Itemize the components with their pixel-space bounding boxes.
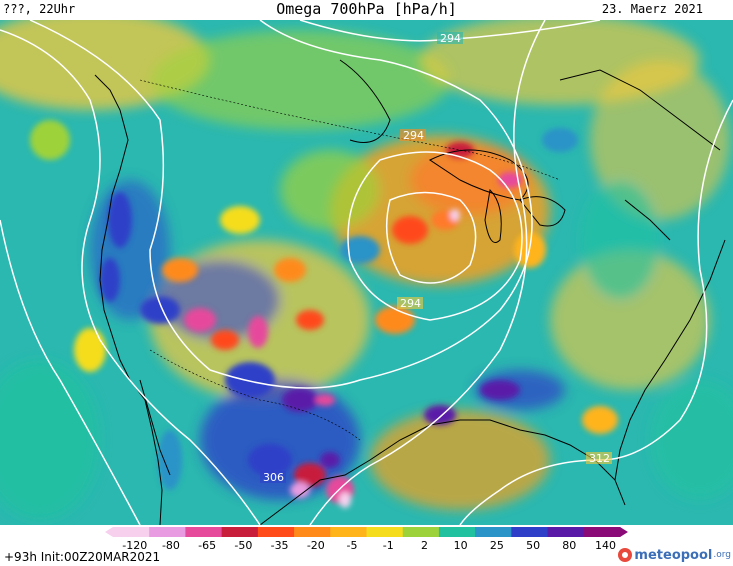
isoline-low-core <box>385 191 477 284</box>
colorbar-segment <box>583 527 621 537</box>
colorbar-tick-label: -50 <box>234 539 253 552</box>
forecast-time-label: ???, 22Uhr <box>3 2 76 16</box>
logo-text: meteopool <box>634 547 713 563</box>
iso-label-bg-4 <box>260 471 286 483</box>
lake-superior <box>429 149 529 201</box>
colorbar-tick-label: -65 <box>198 539 217 552</box>
colorbar-tick-label: -5 <box>346 539 358 552</box>
iso-label-2: 294 <box>403 129 424 142</box>
isolines <box>0 20 733 525</box>
colorbar-tick-label: 10 <box>453 539 468 552</box>
northeast-coast <box>559 69 721 151</box>
colorbar-segment <box>294 527 331 537</box>
isoline-294-outer <box>29 20 533 389</box>
iso-label-bg-1 <box>437 32 463 44</box>
iso-label-bg-3 <box>397 297 423 309</box>
lake-michigan <box>484 188 502 243</box>
field-broad <box>0 20 733 520</box>
hudson-area <box>339 59 391 143</box>
colorbar-segment <box>366 527 404 537</box>
omega-map: 294 294 294 306 312 <box>0 20 733 525</box>
east-coast <box>614 239 726 481</box>
colorbar-tick-label: 2 <box>420 539 428 552</box>
colorbar-tick-label: -80 <box>161 539 180 552</box>
colorbar-segment <box>257 527 295 537</box>
us-mexico-border <box>149 349 361 441</box>
colorbar-segment <box>547 527 585 537</box>
isoline-312 <box>459 99 733 525</box>
iso-label-bg-2 <box>400 129 426 141</box>
colorbar-tick-label: -20 <box>306 539 325 552</box>
isoline-294-inner <box>347 151 523 321</box>
meteopool-logo[interactable]: meteopool .org <box>618 545 731 565</box>
colorbar-area: -120 -80 -65 -50 -35 -20 -5 -1 2 10 25 50 80 140 +93h… <box>0 525 733 566</box>
colorbar-segment <box>149 527 186 537</box>
isoline-far-west <box>0 219 141 525</box>
map-svg: 294 294 294 306 312 <box>0 20 733 525</box>
forecast-date-label: 23. Maerz 2021 <box>601 2 703 16</box>
atlantic-coast <box>624 199 671 241</box>
colorbar-tick-label: -120 <box>122 539 148 552</box>
colorbar-tick-label: 140 <box>595 539 616 552</box>
isoline-west <box>0 29 261 525</box>
colorbar-segment <box>185 527 223 537</box>
colorbar-segment <box>511 527 549 537</box>
colorbar-tick-label: 50 <box>526 539 541 552</box>
colorbar-tick-label: -35 <box>270 539 289 552</box>
colorbar-left-tip <box>105 527 113 537</box>
colorbar-segment <box>330 527 367 537</box>
colorbar-tick-label: 80 <box>562 539 577 552</box>
isoline-east-trough <box>309 20 546 525</box>
iso-label-4: 306 <box>263 471 284 484</box>
colorbar-right-tip <box>620 527 628 537</box>
colorbar-segment <box>402 527 440 537</box>
iso-label-1: 294 <box>440 32 461 45</box>
colorbar-segment <box>113 527 150 537</box>
isoline-labels: 294 294 294 306 312 <box>260 32 612 484</box>
colorbar-tick-label: 25 <box>489 539 504 552</box>
chart-title: Omega 700hPa [hPa/h] <box>276 0 457 18</box>
colorbar-segment <box>438 527 476 537</box>
colorbar-segment <box>475 527 512 537</box>
meteopool-logo-icon <box>618 548 633 562</box>
logo-tld: .org <box>713 550 731 560</box>
header-bar: ???, 22Uhr Omega 700hPa [hPa/h] 23. Maer… <box>0 0 733 20</box>
gulf-coast <box>259 419 626 525</box>
coastlines <box>94 59 726 525</box>
west-coastline <box>94 74 163 525</box>
init-time-label: +93h Init:00Z20MAR2021 <box>4 550 161 564</box>
iso-label-bg-5 <box>586 452 612 464</box>
colorbar-tick-label: -1 <box>382 539 394 552</box>
iso-label-5: 312 <box>589 452 610 465</box>
colorbar-segment <box>221 527 259 537</box>
iso-label-3: 294 <box>400 297 421 310</box>
lake-huron <box>519 196 566 227</box>
colorbar <box>105 527 628 537</box>
field-detail <box>30 120 618 508</box>
